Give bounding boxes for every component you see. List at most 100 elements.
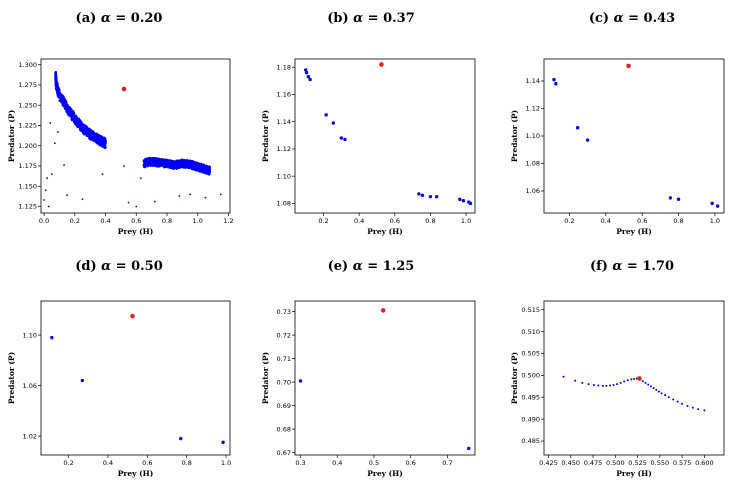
subplot-label: (c) [589, 11, 614, 26]
data-point [681, 402, 684, 405]
alpha-symbol: α [614, 11, 624, 26]
x-tick-label: 0.475 [584, 459, 603, 467]
data-point [686, 405, 689, 407]
subplot-label: (a) [76, 11, 101, 26]
alpha-value: = 0.37 [363, 11, 415, 26]
x-axis-label: Prey (H) [367, 227, 403, 236]
data-point [153, 200, 156, 203]
y-axis-label: Predator (P) [510, 352, 519, 404]
subplot-d: (d) α = 0.50 0.2 0.4 0.6 0.8 1.0 1.02 1.06 1.10 P… [7, 259, 231, 478]
attractor-band-1 [54, 70, 108, 150]
x-axis-label: Prey (H) [118, 227, 154, 236]
x-tick-label: 1.2 [223, 217, 233, 225]
data-point [597, 384, 600, 387]
plot-area [298, 308, 471, 451]
alpha-value: = 0.43 [624, 11, 676, 26]
y-tick-label: 1.14 [277, 118, 291, 126]
data-point [691, 406, 694, 409]
data-point [715, 204, 720, 208]
data-point [601, 384, 604, 387]
data-point [434, 194, 439, 199]
alpha-value: = 1.70 [622, 259, 674, 274]
y-tick-label: 1.175 [18, 162, 37, 170]
data-point [710, 201, 714, 206]
data-point [339, 136, 344, 140]
x-axis-label: Prey (H) [118, 469, 154, 478]
plot-frame [294, 58, 476, 214]
x-tick-label: 1.0 [221, 459, 231, 467]
alpha-symbol: α [353, 11, 363, 26]
x-tick-label: 0.5 [369, 459, 379, 467]
x-tick-label: 0.8 [182, 459, 192, 467]
x-axis-label: Prey (H) [367, 469, 403, 478]
y-tick-label: 0.500 [521, 372, 540, 380]
data-point [46, 177, 49, 180]
data-point [619, 381, 622, 384]
x-tick-label: 0.8 [162, 217, 172, 225]
x-axis-label: Prey (H) [616, 469, 652, 478]
alpha-symbol: α [101, 259, 111, 274]
x-tick-label: 0.550 [651, 459, 670, 467]
y-axis-label: Predator (P) [261, 110, 270, 162]
subplot-label: (b) [327, 11, 353, 26]
plot-area [303, 62, 473, 206]
alpha-value: = 0.50 [111, 259, 163, 274]
y-tick-label: 1.12 [526, 105, 540, 113]
x-tick-label: 0.500 [606, 459, 625, 467]
band-point [167, 159, 170, 162]
alpha-symbol: α [353, 259, 363, 274]
x-tick-label: 0.8 [673, 217, 683, 225]
subplot-c: (c) α = 0.43 0.2 0.4 0.6 0.8 1.0 1.06 1.08 1.10 1… [510, 11, 725, 236]
band-point [54, 70, 57, 74]
equilibrium-point [380, 308, 386, 313]
equilibrium-point [379, 62, 384, 67]
y-tick-label: 1.12 [277, 145, 291, 153]
data-point [672, 398, 675, 401]
data-point [461, 199, 466, 203]
data-point [630, 378, 633, 381]
x-tick-label: 0.575 [673, 459, 692, 467]
band-point [208, 173, 211, 176]
data-point [178, 195, 181, 197]
y-tick-label: 0.69 [277, 402, 291, 410]
subplot-title: (d) α = 0.50 [75, 259, 163, 274]
x-tick-label: 0.4 [332, 459, 342, 467]
y-tick-label: 0.490 [521, 415, 540, 423]
x-tick-label: 0.425 [539, 459, 558, 467]
data-point [127, 201, 130, 204]
subplot-title: (b) α = 0.37 [327, 11, 415, 26]
y-tick-label: 1.150 [18, 182, 37, 190]
plot-frame [40, 300, 231, 456]
equilibrium-point [130, 313, 135, 319]
y-tick-label: 1.10 [23, 331, 37, 339]
data-point [306, 75, 311, 79]
y-tick-label: 0.510 [521, 328, 540, 336]
data-point [179, 436, 183, 441]
x-tick-label: 0.6 [390, 217, 400, 225]
data-point [660, 392, 663, 395]
data-point [458, 197, 462, 202]
y-tick-label: 1.08 [526, 160, 540, 168]
data-point [47, 205, 50, 208]
x-tick-label: 0.2 [70, 217, 80, 225]
data-point [221, 440, 225, 445]
data-point [623, 380, 626, 383]
x-tick-label: 1.0 [710, 217, 720, 225]
data-point [668, 196, 673, 200]
data-point [308, 77, 312, 82]
data-point [303, 68, 308, 72]
data-point [139, 177, 142, 180]
data-point [135, 205, 138, 208]
x-tick-label: 0.450 [561, 459, 580, 467]
data-point [53, 142, 56, 145]
x-tick-label: 1.0 [193, 217, 203, 225]
y-tick-label: 1.02 [23, 432, 37, 440]
data-point [66, 194, 69, 197]
data-point [219, 193, 222, 196]
subplot-label: (e) [328, 259, 353, 274]
alpha-symbol: α [101, 11, 111, 26]
data-point [612, 384, 615, 386]
equilibrium-point [637, 376, 642, 381]
y-tick-label: 0.70 [277, 378, 291, 386]
